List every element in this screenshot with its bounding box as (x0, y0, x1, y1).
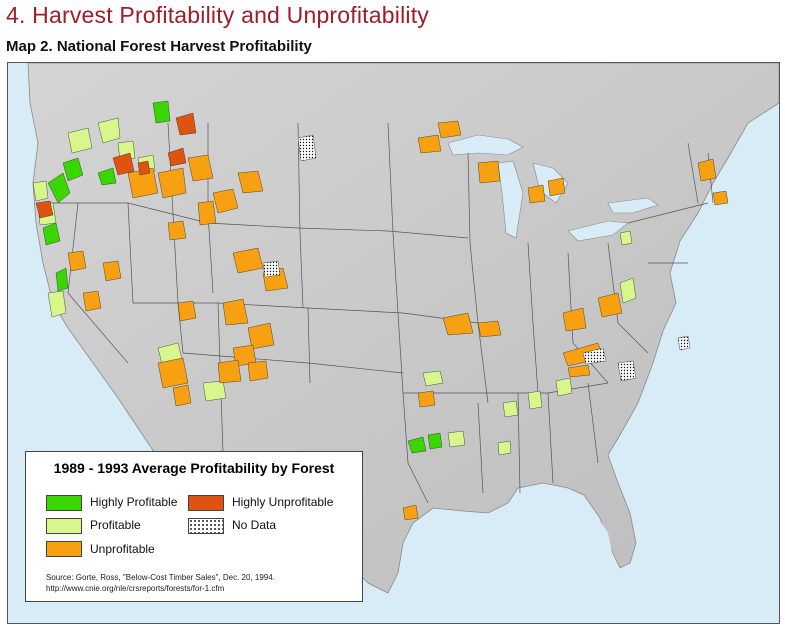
forests-unprofitable (67, 120, 729, 521)
legend-swatch-unprofitable (46, 541, 82, 557)
legend-swatch-highly-profitable (46, 495, 82, 511)
forests-no-data (262, 134, 691, 382)
legend-label-profitable: Profitable (90, 518, 141, 532)
source-citation: Source: Gorte, Ross, "Below-Cost Timber … (46, 573, 275, 582)
map-legend: 1989 - 1993 Average Profitability by For… (25, 451, 363, 602)
page-title: 4. Harvest Profitability and Unprofitabi… (6, 2, 429, 28)
legend-label-no-data: No Data (232, 518, 277, 532)
legend-label-highly-profitable: Highly Profitable (90, 495, 178, 509)
legend-label-unprofitable: Unprofitable (90, 542, 155, 556)
gulf-of-mexico (413, 503, 618, 608)
forests-highly-unprofitable (35, 112, 197, 219)
source-note: Source: Gorte, Ross, "Below-Cost Timber … (46, 572, 275, 594)
legend-swatch-profitable (46, 518, 82, 534)
forests-highly-profitable (42, 100, 443, 454)
legend-swatch-highly-unprofitable (188, 495, 224, 511)
source-url: http://www.cnie.org/nle/crsreports/fores… (46, 584, 225, 593)
legend-label-highly-unprofitable: Highly Unprofitable (232, 495, 334, 509)
legend-title: 1989 - 1993 Average Profitability by For… (53, 460, 335, 476)
legend-swatch-no-data (188, 518, 224, 534)
map-subtitle: Map 2. National Forest Harvest Profitabi… (6, 38, 312, 55)
